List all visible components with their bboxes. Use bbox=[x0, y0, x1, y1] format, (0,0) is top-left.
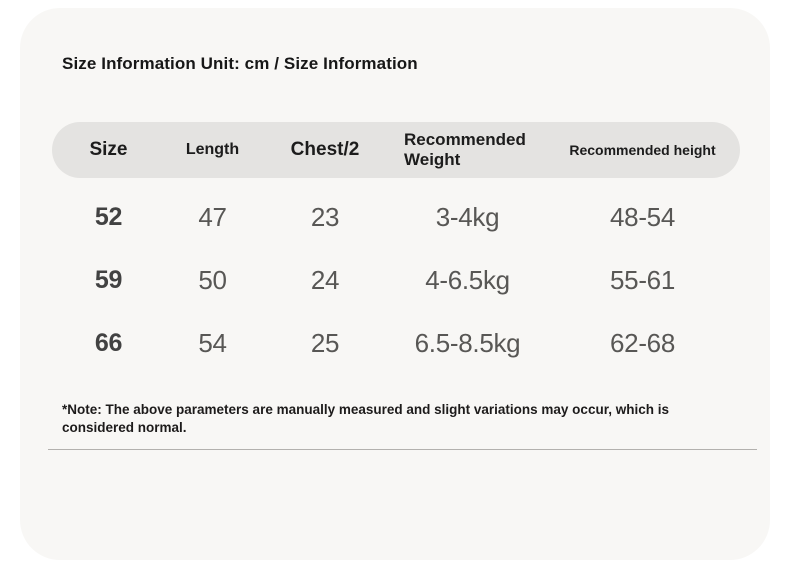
size-table-header-row: Size Length Chest/2 Recommended Weight R… bbox=[52, 122, 740, 178]
cell-recommended-weight: 4-6.5kg bbox=[425, 265, 510, 295]
size-info-card: Size Information Unit: cm / Size Informa… bbox=[20, 8, 770, 560]
size-table-body: 52 47 23 3-4kg 48-54 59 50 24 4-6.5kg 55… bbox=[52, 186, 740, 375]
table-row: 52 47 23 3-4kg 48-54 bbox=[52, 186, 740, 249]
cell-length: 50 bbox=[198, 265, 227, 295]
cell-length: 54 bbox=[198, 328, 227, 358]
column-header-size: Size bbox=[89, 139, 128, 160]
cell-recommended-weight: 6.5-8.5kg bbox=[414, 328, 521, 358]
cell-chest-half: 24 bbox=[310, 265, 340, 295]
table-row: 66 54 25 6.5-8.5kg 62-68 bbox=[52, 312, 740, 375]
column-header-recommended-height: Recommended height bbox=[569, 142, 716, 158]
cell-recommended-height: 48-54 bbox=[610, 202, 675, 232]
column-header-recommended-weight: Recommended Weight bbox=[404, 130, 526, 169]
cell-size: 59 bbox=[94, 266, 123, 294]
cell-chest-half: 23 bbox=[310, 202, 340, 232]
column-header-length: Length bbox=[185, 141, 240, 158]
cell-recommended-height: 55-61 bbox=[610, 265, 675, 295]
cell-chest-half: 25 bbox=[310, 328, 340, 358]
cell-recommended-weight: 3-4kg bbox=[435, 202, 500, 232]
column-header-chest-half: Chest/2 bbox=[290, 139, 360, 160]
table-row: 59 50 24 4-6.5kg 55-61 bbox=[52, 249, 740, 312]
size-table: Size Length Chest/2 Recommended Weight R… bbox=[52, 122, 740, 375]
cell-length: 47 bbox=[198, 202, 227, 232]
measurement-note: *Note: The above parameters are manually… bbox=[62, 402, 669, 435]
cell-size: 66 bbox=[94, 329, 123, 357]
cell-recommended-height: 62-68 bbox=[610, 328, 675, 358]
cell-size: 52 bbox=[94, 203, 123, 231]
bottom-divider bbox=[48, 449, 757, 450]
size-info-title: Size Information Unit: cm / Size Informa… bbox=[62, 54, 418, 73]
